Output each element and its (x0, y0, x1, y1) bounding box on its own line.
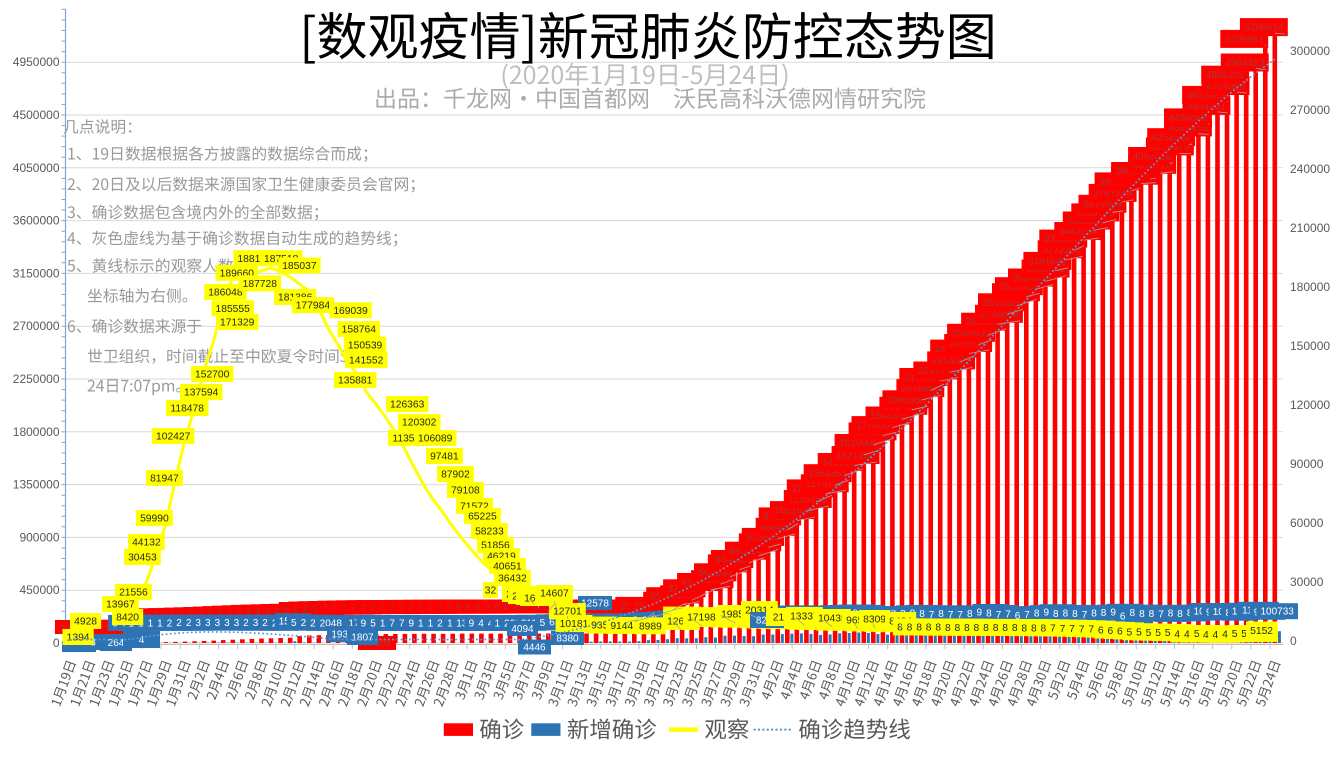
svg-text:1807: 1807 (351, 633, 374, 644)
svg-text:97481: 97481 (430, 452, 459, 463)
svg-text:87902: 87902 (441, 470, 470, 481)
svg-text:59990: 59990 (140, 514, 169, 525)
svg-text:4094: 4094 (511, 624, 534, 635)
svg-text:58233: 58233 (475, 527, 504, 538)
svg-text:8989: 8989 (639, 621, 662, 632)
svg-text:450000: 450000 (19, 583, 59, 597)
svg-text:102427: 102427 (156, 432, 191, 443)
svg-text:1800000: 1800000 (13, 425, 60, 439)
svg-text:137594: 137594 (184, 388, 219, 399)
svg-text:120000: 120000 (1290, 398, 1330, 412)
svg-text:300000: 300000 (1290, 44, 1330, 58)
svg-text:177984: 177984 (296, 301, 331, 312)
svg-text:21556: 21556 (119, 588, 148, 599)
svg-text:90000: 90000 (1290, 457, 1324, 471)
svg-text:240000: 240000 (1290, 162, 1330, 176)
svg-text:4050000: 4050000 (13, 161, 60, 175)
svg-text:4904413: 4904413 (1225, 58, 1264, 69)
svg-text:185555: 185555 (216, 304, 251, 315)
svg-text:1521252: 1521252 (836, 451, 875, 462)
svg-text:180000: 180000 (1290, 280, 1330, 294)
svg-text:187728: 187728 (243, 279, 278, 290)
svg-text:186048: 186048 (208, 288, 243, 299)
svg-text:21: 21 (773, 613, 785, 624)
svg-text:65225: 65225 (468, 512, 497, 523)
svg-text:5152: 5152 (1250, 626, 1273, 637)
svg-text:120302: 120302 (402, 418, 437, 429)
svg-text:10181: 10181 (560, 619, 589, 630)
svg-text:4500000: 4500000 (13, 108, 60, 122)
svg-text:2700000: 2700000 (13, 319, 60, 333)
svg-text:210000: 210000 (1290, 221, 1330, 235)
svg-text:8420: 8420 (116, 613, 139, 624)
svg-text:185037: 185037 (282, 261, 317, 272)
svg-text:100733: 100733 (1261, 607, 1295, 618)
svg-text:169039: 169039 (333, 306, 368, 317)
svg-text:5206614: 5206614 (1244, 23, 1283, 34)
svg-text:9144: 9144 (610, 621, 633, 632)
svg-text:79108: 79108 (451, 486, 480, 497)
svg-text:118478: 118478 (170, 404, 204, 415)
svg-text:0: 0 (1290, 634, 1297, 648)
svg-text:17198: 17198 (687, 613, 716, 624)
svg-text:150000: 150000 (1290, 339, 1330, 353)
svg-text:171329: 171329 (220, 318, 255, 329)
svg-text:1350000: 1350000 (13, 478, 60, 492)
svg-text:141552: 141552 (349, 356, 384, 367)
svg-text:8309: 8309 (863, 615, 886, 626)
svg-text:4801202: 4801202 (1206, 70, 1245, 81)
svg-text:2250000: 2250000 (13, 372, 60, 386)
svg-text:3150000: 3150000 (13, 266, 60, 280)
svg-text:152700: 152700 (195, 370, 230, 381)
svg-text:8380: 8380 (556, 634, 579, 645)
svg-text:44132: 44132 (132, 538, 161, 549)
svg-text:150539: 150539 (348, 340, 383, 351)
svg-text:900000: 900000 (19, 530, 59, 544)
svg-text:32: 32 (485, 586, 497, 597)
svg-text:135881: 135881 (338, 376, 373, 387)
svg-text:36432: 36432 (498, 574, 527, 585)
svg-text:14607: 14607 (540, 589, 569, 600)
svg-text:4928: 4928 (74, 617, 97, 628)
svg-text:106089: 106089 (418, 434, 453, 445)
svg-text:0: 0 (53, 636, 60, 650)
svg-text:126363: 126363 (390, 400, 425, 411)
svg-text:3600000: 3600000 (13, 214, 60, 228)
svg-text:4950000: 4950000 (13, 55, 60, 69)
svg-text:81947: 81947 (150, 474, 179, 485)
svg-text:60000: 60000 (1290, 516, 1324, 530)
svg-text:270000: 270000 (1290, 103, 1330, 117)
svg-text:30453: 30453 (128, 553, 157, 564)
svg-text:30000: 30000 (1290, 575, 1324, 589)
svg-text:13967: 13967 (106, 600, 135, 611)
svg-text:1394: 1394 (67, 633, 90, 644)
svg-text:158764: 158764 (342, 325, 377, 336)
svg-text:4446: 4446 (523, 643, 546, 654)
